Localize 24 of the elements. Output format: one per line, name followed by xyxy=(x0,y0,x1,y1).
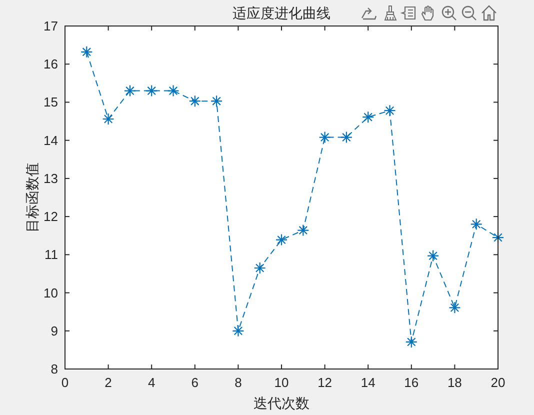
x-tick-label: 10 xyxy=(274,375,289,390)
x-tick-label: 4 xyxy=(148,375,156,390)
x-axis-title: 迭代次数 xyxy=(254,395,310,411)
y-axis-title: 目标函数值 xyxy=(24,162,40,232)
chart-title: 适应度进化曲线 xyxy=(232,5,330,21)
x-tick-label: 12 xyxy=(318,375,332,390)
y-tick-label: 10 xyxy=(44,285,58,300)
x-tick-label: 2 xyxy=(104,375,112,390)
x-tick-label: 8 xyxy=(234,375,242,390)
x-tick-label: 18 xyxy=(447,375,462,390)
x-tick-label: 16 xyxy=(404,375,419,390)
y-tick-label: 12 xyxy=(44,209,58,224)
y-tick-label: 17 xyxy=(44,18,58,34)
y-tick-label: 15 xyxy=(44,94,58,110)
x-tick-label: 20 xyxy=(490,375,506,390)
x-tick-label: 0 xyxy=(61,375,69,390)
y-tick-label: 11 xyxy=(44,247,58,262)
y-tick-label: 13 xyxy=(44,170,58,186)
x-tick-label: 6 xyxy=(191,375,199,390)
y-tick-label: 9 xyxy=(50,323,58,338)
y-tick-label: 8 xyxy=(50,362,58,376)
y-tick-label: 14 xyxy=(44,132,58,148)
x-tick-label: 14 xyxy=(360,375,376,390)
y-tick-label: 16 xyxy=(44,56,58,72)
